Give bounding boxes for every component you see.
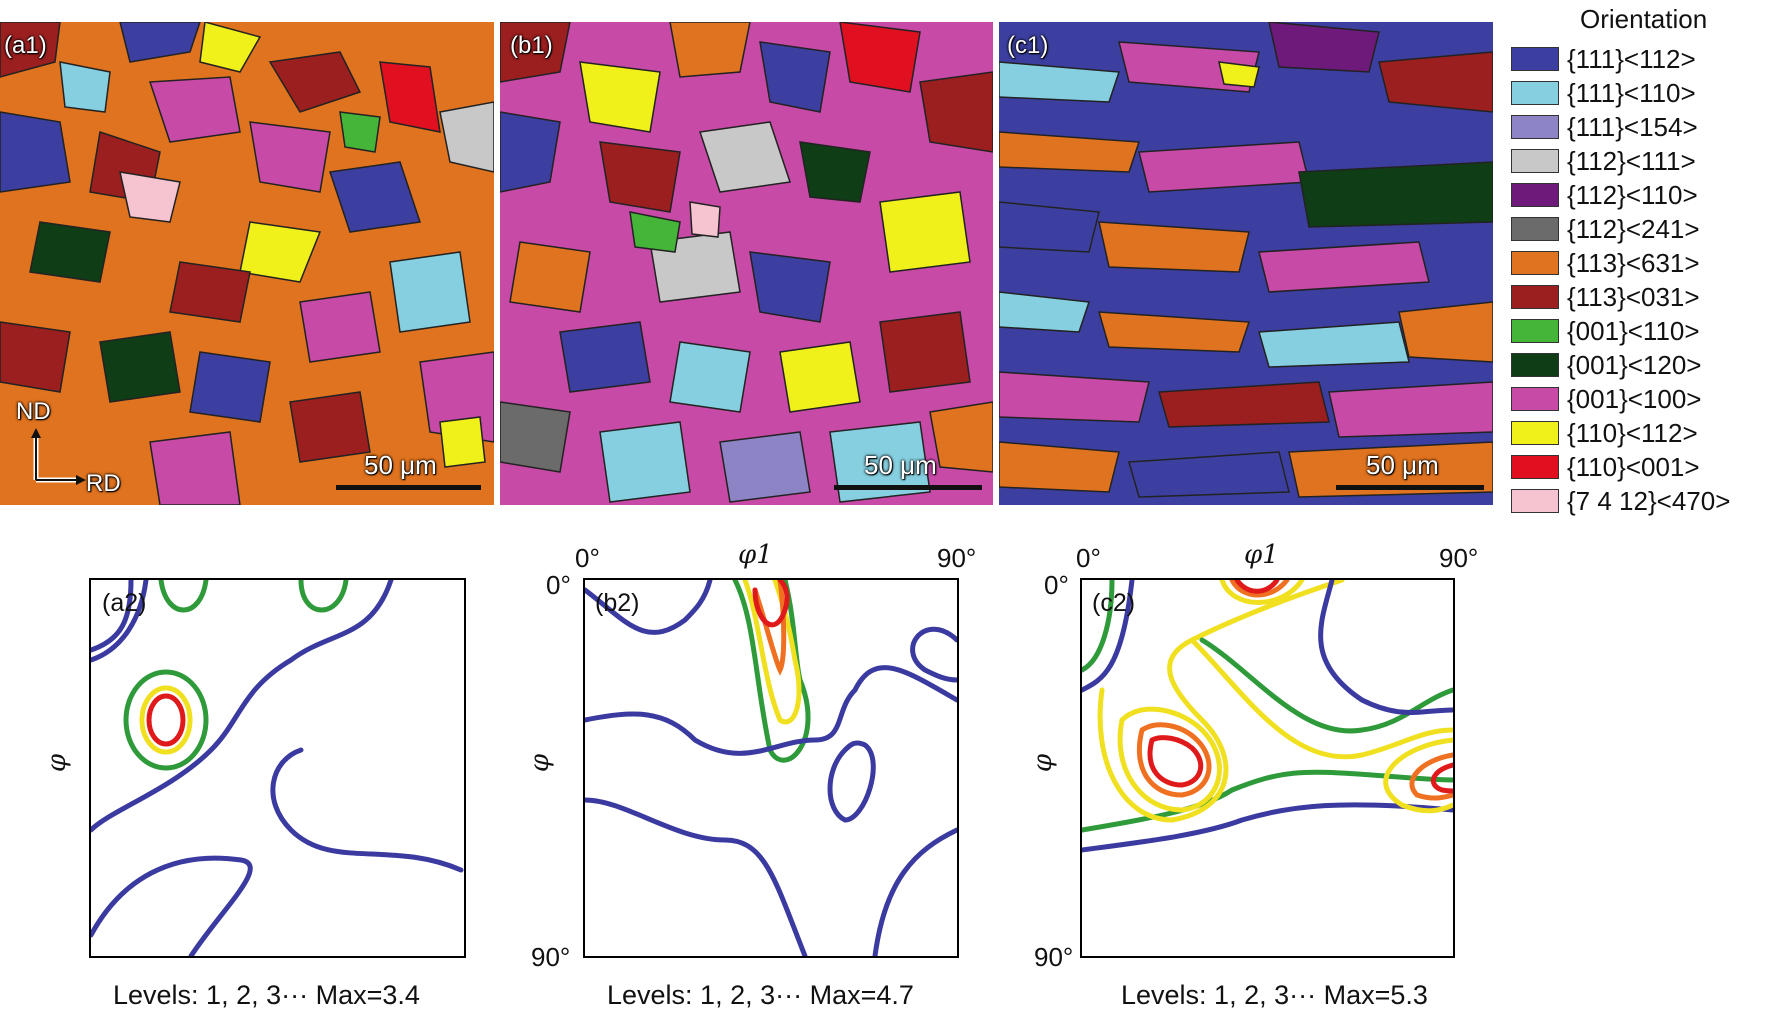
legend-label: {113}<031> bbox=[1567, 281, 1700, 312]
phi1-axis-c2: φ1 bbox=[1244, 540, 1279, 570]
legend-label: {110}<112> bbox=[1567, 417, 1698, 448]
odf-label-a2: (a2) bbox=[102, 589, 147, 617]
legend-swatch bbox=[1511, 455, 1559, 479]
legend-swatch bbox=[1511, 149, 1559, 173]
legend-label: {001}<110> bbox=[1567, 315, 1700, 346]
legend-item: {7 4 12}<470> bbox=[1511, 486, 1730, 516]
legend-swatch bbox=[1511, 387, 1559, 411]
legend-label: {111}<112> bbox=[1567, 43, 1696, 74]
x-start-c2: 0° bbox=[1076, 543, 1101, 573]
legend-label: {112}<110> bbox=[1567, 179, 1698, 210]
phi1-axis-b2: φ1 bbox=[738, 540, 773, 570]
legend-item: {111}<112> bbox=[1511, 44, 1696, 74]
ebsd-map-a1-grains bbox=[0, 22, 494, 505]
y-end-b2: 90° bbox=[531, 942, 571, 972]
legend-label: {112}<241> bbox=[1567, 213, 1700, 244]
axis-rd-label: RD bbox=[86, 470, 121, 497]
axis-arrows-icon bbox=[31, 428, 86, 485]
legend-item: {112}<110> bbox=[1511, 180, 1698, 210]
legend-swatch bbox=[1511, 47, 1559, 71]
legend-swatch bbox=[1511, 421, 1559, 445]
legend-item: {112}<241> bbox=[1511, 214, 1700, 244]
axis-nd-label: ND bbox=[16, 398, 51, 425]
legend-swatch bbox=[1511, 217, 1559, 241]
legend-label: {113}<631> bbox=[1567, 247, 1700, 278]
odf-plot-c2 bbox=[1079, 577, 1456, 958]
scalebar-b1 bbox=[834, 485, 982, 490]
legend-item: {112}<111> bbox=[1511, 146, 1696, 176]
legend-swatch bbox=[1511, 81, 1559, 105]
legend-item: {001}<120> bbox=[1511, 350, 1702, 380]
scalebar-text-b1: 50 μm bbox=[864, 450, 937, 480]
ebsd-map-c1 bbox=[999, 22, 1493, 505]
legend-title: Orientation bbox=[1580, 4, 1708, 34]
legend-item: {111}<154> bbox=[1511, 112, 1698, 142]
levels-text-a2: Levels: 1, 2, 3··· Max=3.4 bbox=[113, 980, 420, 1010]
legend-label: {001}<120> bbox=[1567, 349, 1702, 380]
levels-text-c2: Levels: 1, 2, 3··· Max=5.3 bbox=[1121, 980, 1428, 1010]
phi-axis-b2: φ bbox=[525, 753, 556, 773]
odf-contours-b2 bbox=[582, 577, 960, 959]
odf-contours-c2 bbox=[1079, 577, 1456, 853]
x-start-b2: 0° bbox=[575, 543, 600, 573]
legend-item: {111}<110> bbox=[1511, 78, 1696, 108]
legend-swatch bbox=[1511, 285, 1559, 309]
ebsd-map-c1-grains bbox=[999, 22, 1493, 505]
levels-text-b2: Levels: 1, 2, 3··· Max=4.7 bbox=[607, 980, 914, 1010]
ebsd-map-a1 bbox=[0, 22, 494, 505]
y-start-c2: 0° bbox=[1044, 570, 1069, 600]
odf-contours-a2 bbox=[88, 577, 464, 959]
y-end-c2: 90° bbox=[1034, 942, 1074, 972]
phi-axis-a2: φ bbox=[42, 753, 73, 773]
legend-swatch bbox=[1511, 115, 1559, 139]
legend-swatch bbox=[1511, 353, 1559, 377]
odf-label-b2: (b2) bbox=[595, 589, 640, 617]
panel-label-b1: (b1) bbox=[510, 32, 553, 59]
panel-label-c1: (c1) bbox=[1007, 32, 1049, 59]
odf-plot-b2 bbox=[582, 577, 960, 959]
legend-item: {001}<110> bbox=[1511, 316, 1700, 346]
ebsd-map-b1 bbox=[500, 22, 993, 505]
legend-item: {113}<031> bbox=[1511, 282, 1700, 312]
legend-swatch bbox=[1511, 251, 1559, 275]
odf-label-c2: (c2) bbox=[1092, 589, 1136, 617]
scalebar-text-a1: 50 μm bbox=[364, 450, 437, 480]
scalebar-a1 bbox=[336, 485, 481, 490]
legend-item: {110}<112> bbox=[1511, 418, 1698, 448]
x-end-c2: 90° bbox=[1439, 543, 1479, 573]
legend-item: {113}<631> bbox=[1511, 248, 1700, 278]
legend-label: {111}<154> bbox=[1567, 111, 1698, 142]
legend-label: {112}<111> bbox=[1567, 145, 1696, 176]
legend-label: {110}<001> bbox=[1567, 451, 1700, 482]
legend-label: {111}<110> bbox=[1567, 77, 1696, 108]
legend-label: {7 4 12}<470> bbox=[1567, 485, 1731, 516]
y-start-b2: 0° bbox=[546, 570, 571, 600]
legend-item: {001}<100> bbox=[1511, 384, 1702, 414]
scalebar-text-c1: 50 μm bbox=[1366, 450, 1439, 480]
legend-swatch bbox=[1511, 183, 1559, 207]
legend-swatch bbox=[1511, 319, 1559, 343]
scalebar-c1 bbox=[1336, 485, 1484, 490]
phi-axis-c2: φ bbox=[1028, 753, 1059, 773]
ebsd-map-b1-grains bbox=[500, 22, 993, 505]
legend-item: {110}<001> bbox=[1511, 452, 1700, 482]
panel-label-a1: (a1) bbox=[4, 32, 47, 59]
x-end-b2: 90° bbox=[937, 543, 977, 573]
legend-swatch bbox=[1511, 489, 1559, 513]
odf-plot-a2 bbox=[88, 577, 466, 959]
legend-label: {001}<100> bbox=[1567, 383, 1702, 414]
